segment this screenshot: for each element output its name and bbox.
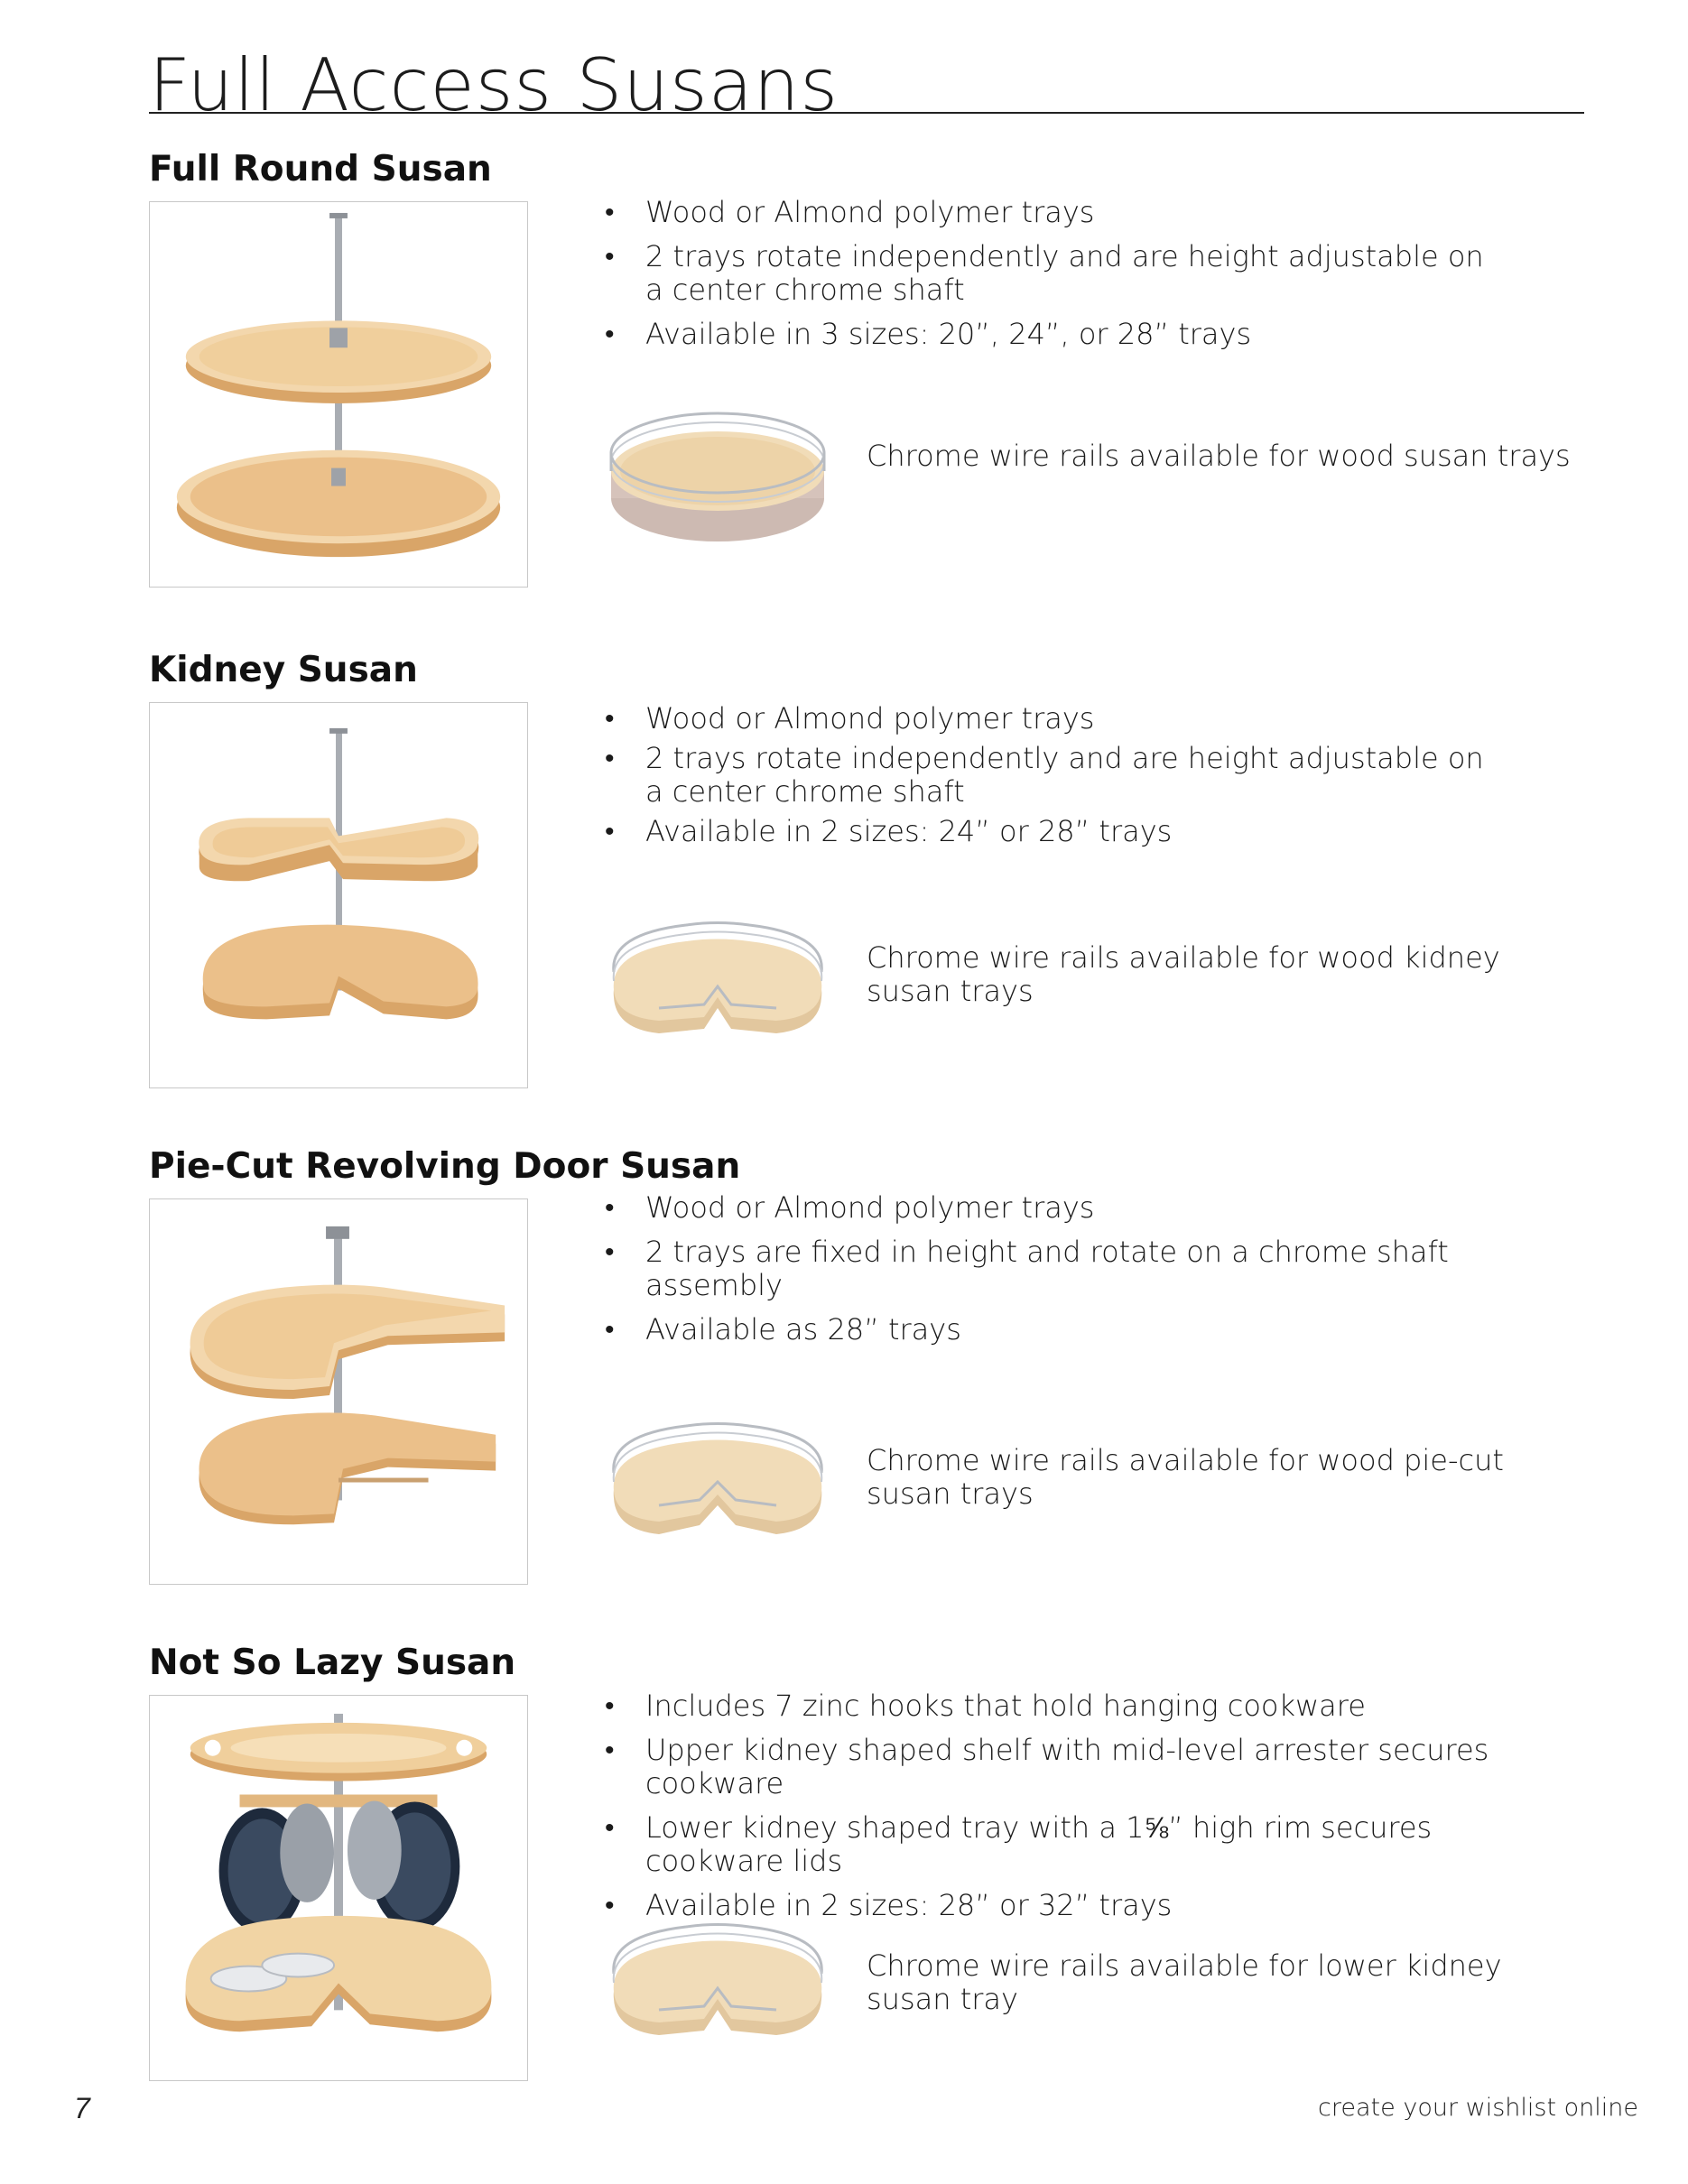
section-heading: Not So Lazy Susan bbox=[149, 1643, 516, 1683]
not-so-lazy-susan-image bbox=[149, 1695, 528, 2081]
rail-caption: Chrome wire rails available for wood kid… bbox=[867, 940, 1500, 1008]
feature-item: 2 trays are fixed in height and rotate o… bbox=[605, 1235, 1507, 1302]
feature-item: 2 trays rotate independently and are hei… bbox=[605, 742, 1507, 809]
kidney-susan-image bbox=[149, 702, 528, 1088]
feature-item: Wood or Almond polymer trays bbox=[605, 196, 1507, 230]
feature-list: Wood or Almond polymer trays 2 trays rot… bbox=[605, 702, 1507, 849]
rail-caption: Chrome wire rails available for wood pie… bbox=[867, 1443, 1504, 1511]
chrome-rail-round-image bbox=[605, 397, 830, 560]
footer-link-text: create your wishlist online bbox=[1318, 2094, 1638, 2122]
feature-item: 2 trays rotate independently and are hei… bbox=[605, 240, 1507, 307]
feature-item: Available in 2 sizes: 24” or 28” trays bbox=[605, 815, 1507, 849]
feature-item: Available in 3 sizes: 20”, 24”, or 28” t… bbox=[605, 318, 1507, 352]
feature-item: Available in 2 sizes: 28” or 32” trays bbox=[605, 1889, 1507, 1923]
feature-list: Includes 7 zinc hooks that hold hanging … bbox=[605, 1689, 1507, 1923]
page-title: Full Access Susans bbox=[149, 43, 839, 127]
section-heading: Kidney Susan bbox=[149, 650, 418, 690]
feature-item: Wood or Almond polymer trays bbox=[605, 702, 1507, 736]
section-heading: Pie-Cut Revolving Door Susan bbox=[149, 1146, 741, 1187]
pie-cut-susan-image bbox=[149, 1198, 528, 1585]
page-number: 7 bbox=[74, 2092, 90, 2124]
feature-item: Includes 7 zinc hooks that hold hanging … bbox=[605, 1689, 1507, 1724]
feature-item: Upper kidney shaped shelf with mid-level… bbox=[605, 1734, 1507, 1800]
chrome-rail-lower-kidney-image bbox=[605, 1909, 830, 2071]
feature-item: Lower kidney shaped tray with a 1⅝” high… bbox=[605, 1811, 1507, 1878]
chrome-rail-kidney-image bbox=[605, 907, 830, 1069]
feature-list: Wood or Almond polymer trays 2 trays are… bbox=[605, 1191, 1507, 1347]
chrome-rail-pie-cut-image bbox=[605, 1408, 830, 1570]
rail-caption: Chrome wire rails available for lower ki… bbox=[867, 1948, 1502, 2016]
title-divider bbox=[149, 112, 1584, 114]
feature-item: Available as 28” trays bbox=[605, 1313, 1507, 1347]
feature-list: Wood or Almond polymer trays 2 trays rot… bbox=[605, 196, 1507, 352]
full-round-susan-image bbox=[149, 201, 528, 588]
feature-item: Wood or Almond polymer trays bbox=[605, 1191, 1507, 1226]
section-heading: Full Round Susan bbox=[149, 149, 492, 190]
rail-caption: Chrome wire rails available for wood sus… bbox=[867, 439, 1571, 473]
